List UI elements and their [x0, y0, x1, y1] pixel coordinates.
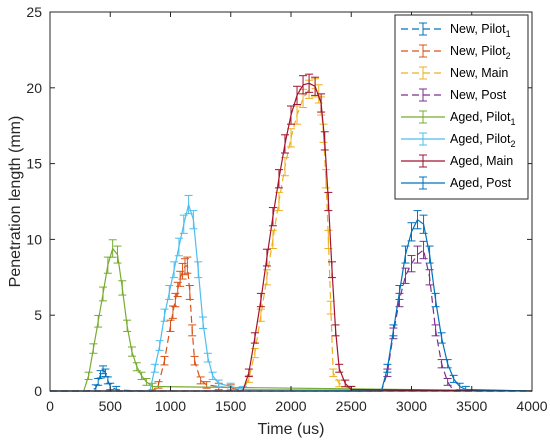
legend-entry: New, Pilot1 [401, 22, 511, 39]
x-tick-label: 1000 [155, 398, 186, 414]
legend-entry: Aged, Pilot2 [401, 132, 515, 149]
legend-entry: New, Post [401, 88, 507, 102]
legend-label-text: Aged, Pilot [450, 110, 511, 124]
y-tick-label: 25 [26, 4, 42, 20]
x-tick-label: 3000 [396, 398, 427, 414]
legend-label: Aged, Post [450, 176, 512, 190]
legend-entry: New, Main [401, 66, 508, 80]
y-tick-label: 20 [26, 80, 42, 96]
series-4 [50, 239, 533, 392]
legend-label: Aged, Pilot2 [450, 132, 515, 149]
series-5 [50, 194, 533, 392]
legend-entry: Aged, Pilot1 [401, 110, 515, 127]
series-6 [50, 73, 533, 392]
legend-label-text: New, Post [450, 88, 507, 102]
legend-label-text: New, Main [450, 66, 508, 80]
legend-label: New, Pilot1 [450, 22, 511, 39]
legend-label-text: New, Pilot [450, 44, 506, 58]
legend-label-text: Aged, Post [450, 176, 512, 190]
legend-label: New, Post [450, 88, 507, 102]
y-tick-label: 15 [26, 156, 42, 172]
x-tick-label: 4000 [516, 398, 547, 414]
series-line [50, 249, 532, 392]
y-tick-label: 0 [34, 383, 42, 399]
legend-label-subscript: 1 [510, 117, 515, 127]
legend-label: New, Main [450, 66, 508, 80]
legend-label-subscript: 2 [506, 51, 511, 61]
legend-label-text: Aged, Main [450, 154, 513, 168]
series-line [50, 219, 533, 392]
legend-entry: Aged, Main [401, 154, 513, 168]
legend-label: Aged, Main [450, 154, 513, 168]
x-tick-label: 2500 [336, 398, 367, 414]
y-axis-label: Penetration length (mm) [7, 116, 24, 288]
series-1 [50, 256, 532, 392]
legend-label-text: Aged, Pilot [450, 132, 511, 146]
x-tick-label: 1500 [215, 398, 246, 414]
legend-label: Aged, Pilot1 [450, 110, 515, 127]
series-line [50, 203, 533, 392]
legend-entry: Aged, Post [401, 176, 512, 190]
legend-label-subscript: 2 [510, 139, 515, 149]
legend-label-subscript: 1 [506, 29, 511, 39]
legend-entry: New, Pilot2 [401, 44, 511, 61]
x-tick-label: 2000 [275, 398, 306, 414]
series-7 [50, 210, 533, 392]
series-line [50, 247, 533, 392]
legend-label-text: New, Pilot [450, 22, 506, 36]
y-tick-label: 5 [34, 307, 42, 323]
legend-label: New, Pilot2 [450, 44, 511, 61]
x-tick-label: 500 [99, 398, 123, 414]
y-tick-label: 10 [26, 231, 42, 247]
series-3 [50, 240, 532, 392]
x-tick-label: 3500 [456, 398, 487, 414]
x-axis-label: Time (us) [258, 421, 325, 438]
legend-box [394, 14, 529, 200]
x-tick-label: 0 [46, 398, 54, 414]
